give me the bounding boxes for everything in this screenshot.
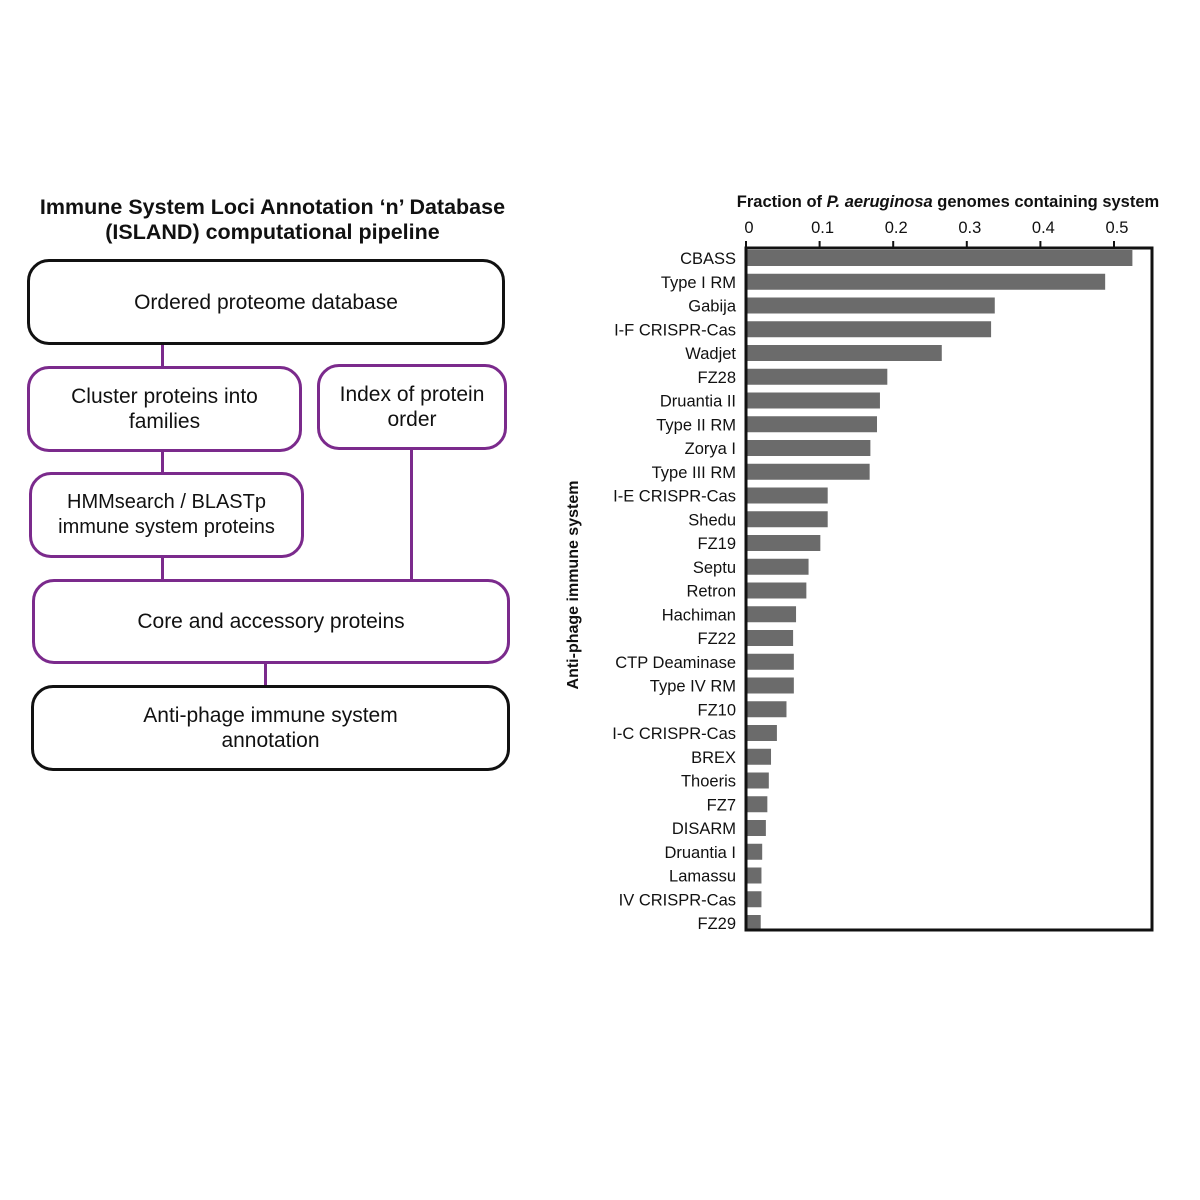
- bar-fz10: [746, 701, 787, 718]
- category-labels-group: CBASS Type I RM Gabija I-F CRISPR-Cas Wadjet…: [612, 250, 737, 933]
- bars-group: [746, 250, 1133, 931]
- box-ordered-proteome: Ordered proteome database: [27, 259, 505, 345]
- box-core-accessory-label: Core and accessory proteins: [137, 610, 405, 633]
- chart-title-pre: Fraction of: [737, 193, 827, 211]
- x-tick-label: 0.3: [958, 219, 981, 237]
- bar-type-i-rm: [746, 273, 1106, 290]
- bar-hachiman: [746, 606, 797, 623]
- x-tick-label: 0.1: [811, 219, 834, 237]
- category-label: IV CRISPR-Cas: [619, 891, 736, 909]
- x-ticks-group: 0 0.1 0.2 0.3 0.4 0.5: [744, 219, 1128, 248]
- category-label: FZ28: [697, 369, 736, 387]
- category-label: Lamassu: [669, 868, 736, 886]
- bar-fz19: [746, 535, 821, 551]
- x-tick-label: 0.4: [1032, 219, 1055, 237]
- chart-title-post: genomes containing system: [933, 193, 1159, 211]
- category-label: FZ19: [697, 535, 736, 553]
- box-ordered-proteome-label: Ordered proteome database: [134, 290, 398, 314]
- pipeline-title-line1: Immune System Loci Annotation ‘n’ Databa…: [39, 195, 506, 219]
- bar-fz29: [746, 915, 761, 931]
- bar-i-f-crispr-cas: [746, 321, 992, 338]
- connector-cluster-hmmsearch: [161, 450, 164, 474]
- bar-type-ii-rm: [746, 416, 878, 433]
- bar-fz22: [746, 630, 794, 646]
- box-cluster-proteins-label: Cluster proteins into families: [71, 385, 258, 433]
- bar-type-iii-rm: [746, 463, 870, 480]
- box-hmmsearch-label: HMMsearch / BLASTp immune system protein…: [58, 491, 275, 538]
- bar-shedu: [746, 511, 828, 528]
- bar-iv-crispr-cas: [746, 891, 762, 908]
- x-tick-label: 0.2: [885, 219, 908, 237]
- category-label: I-E CRISPR-Cas: [613, 488, 736, 506]
- bar-disarm: [746, 820, 766, 836]
- bar-thoeris: [746, 772, 769, 789]
- category-label: Gabija: [688, 298, 737, 316]
- bar-type-iv-rm: [746, 677, 794, 694]
- bar-retron: [746, 582, 807, 599]
- category-label: FZ29: [697, 915, 736, 933]
- box-cluster-proteins: Cluster proteins into families: [27, 366, 302, 452]
- category-label: Septu: [693, 559, 736, 577]
- category-label: Druantia II: [660, 393, 736, 411]
- connector-hmmsearch-core: [161, 557, 164, 580]
- connector-index-core: [410, 450, 413, 580]
- bar-brex: [746, 748, 772, 765]
- category-label: BREX: [691, 749, 736, 767]
- bar-fz28: [746, 368, 888, 385]
- bar-lamassu: [746, 867, 762, 884]
- bar-wadjet: [746, 345, 942, 361]
- box-index-protein-order: Index of protein order: [317, 364, 507, 450]
- box-annotation-label: Anti-phage immune system annotation: [143, 704, 398, 752]
- category-label: FZ7: [707, 796, 736, 814]
- category-label: Type III RM: [652, 464, 736, 482]
- pipeline-title: Immune System Loci Annotation ‘n’ Databa…: [0, 195, 545, 245]
- pipeline-title-line2: (ISLAND) computational pipeline: [105, 220, 440, 244]
- category-label: FZ22: [697, 630, 736, 648]
- connector-core-annotation: [264, 662, 267, 686]
- category-label: Zorya I: [685, 440, 736, 458]
- bar-i-e-crispr-cas: [746, 487, 828, 504]
- chart-title-italic: P. aeruginosa: [827, 193, 933, 211]
- bar-cbass: [746, 250, 1133, 266]
- category-label: CBASS: [680, 250, 736, 268]
- category-label: Wadjet: [685, 345, 736, 363]
- plot-frame: [744, 246, 1154, 932]
- bar-druantia-ii: [746, 392, 880, 409]
- box-core-accessory: Core and accessory proteins: [32, 579, 510, 664]
- category-label: Shedu: [688, 511, 736, 529]
- category-label: I-F CRISPR-Cas: [614, 321, 736, 339]
- bar-gabija: [746, 297, 995, 314]
- bar-ctp-deaminase: [746, 653, 794, 670]
- category-label: Druantia I: [664, 844, 736, 862]
- bar-zorya-i: [746, 440, 871, 456]
- category-label: DISARM: [672, 820, 736, 838]
- category-label: Type I RM: [661, 274, 736, 292]
- category-label: Type II RM: [656, 416, 736, 434]
- bar-septu: [746, 558, 809, 575]
- box-annotation: Anti-phage immune system annotation: [31, 685, 510, 771]
- box-hmmsearch: HMMsearch / BLASTp immune system protein…: [29, 472, 304, 558]
- category-label: CTP Deaminase: [615, 654, 736, 672]
- bar-i-c-crispr-cas: [746, 725, 777, 741]
- chart-title: Fraction of P. aeruginosa genomes contai…: [737, 193, 1159, 211]
- category-label: I-C CRISPR-Cas: [612, 725, 736, 743]
- category-label: Retron: [686, 583, 736, 601]
- category-label: Thoeris: [681, 773, 736, 791]
- connector-proteome-cluster: [161, 344, 164, 368]
- bar-druantia-i: [746, 843, 763, 860]
- bar-fz7: [746, 796, 768, 813]
- x-tick-label: 0: [744, 219, 753, 237]
- x-tick-label: 0.5: [1106, 219, 1129, 237]
- category-label: Type IV RM: [650, 678, 736, 696]
- category-label: FZ10: [697, 701, 736, 719]
- category-label: Hachiman: [662, 606, 736, 624]
- y-axis-label: Anti-phage immune system: [565, 481, 582, 690]
- box-index-protein-order-label: Index of protein order: [339, 383, 485, 431]
